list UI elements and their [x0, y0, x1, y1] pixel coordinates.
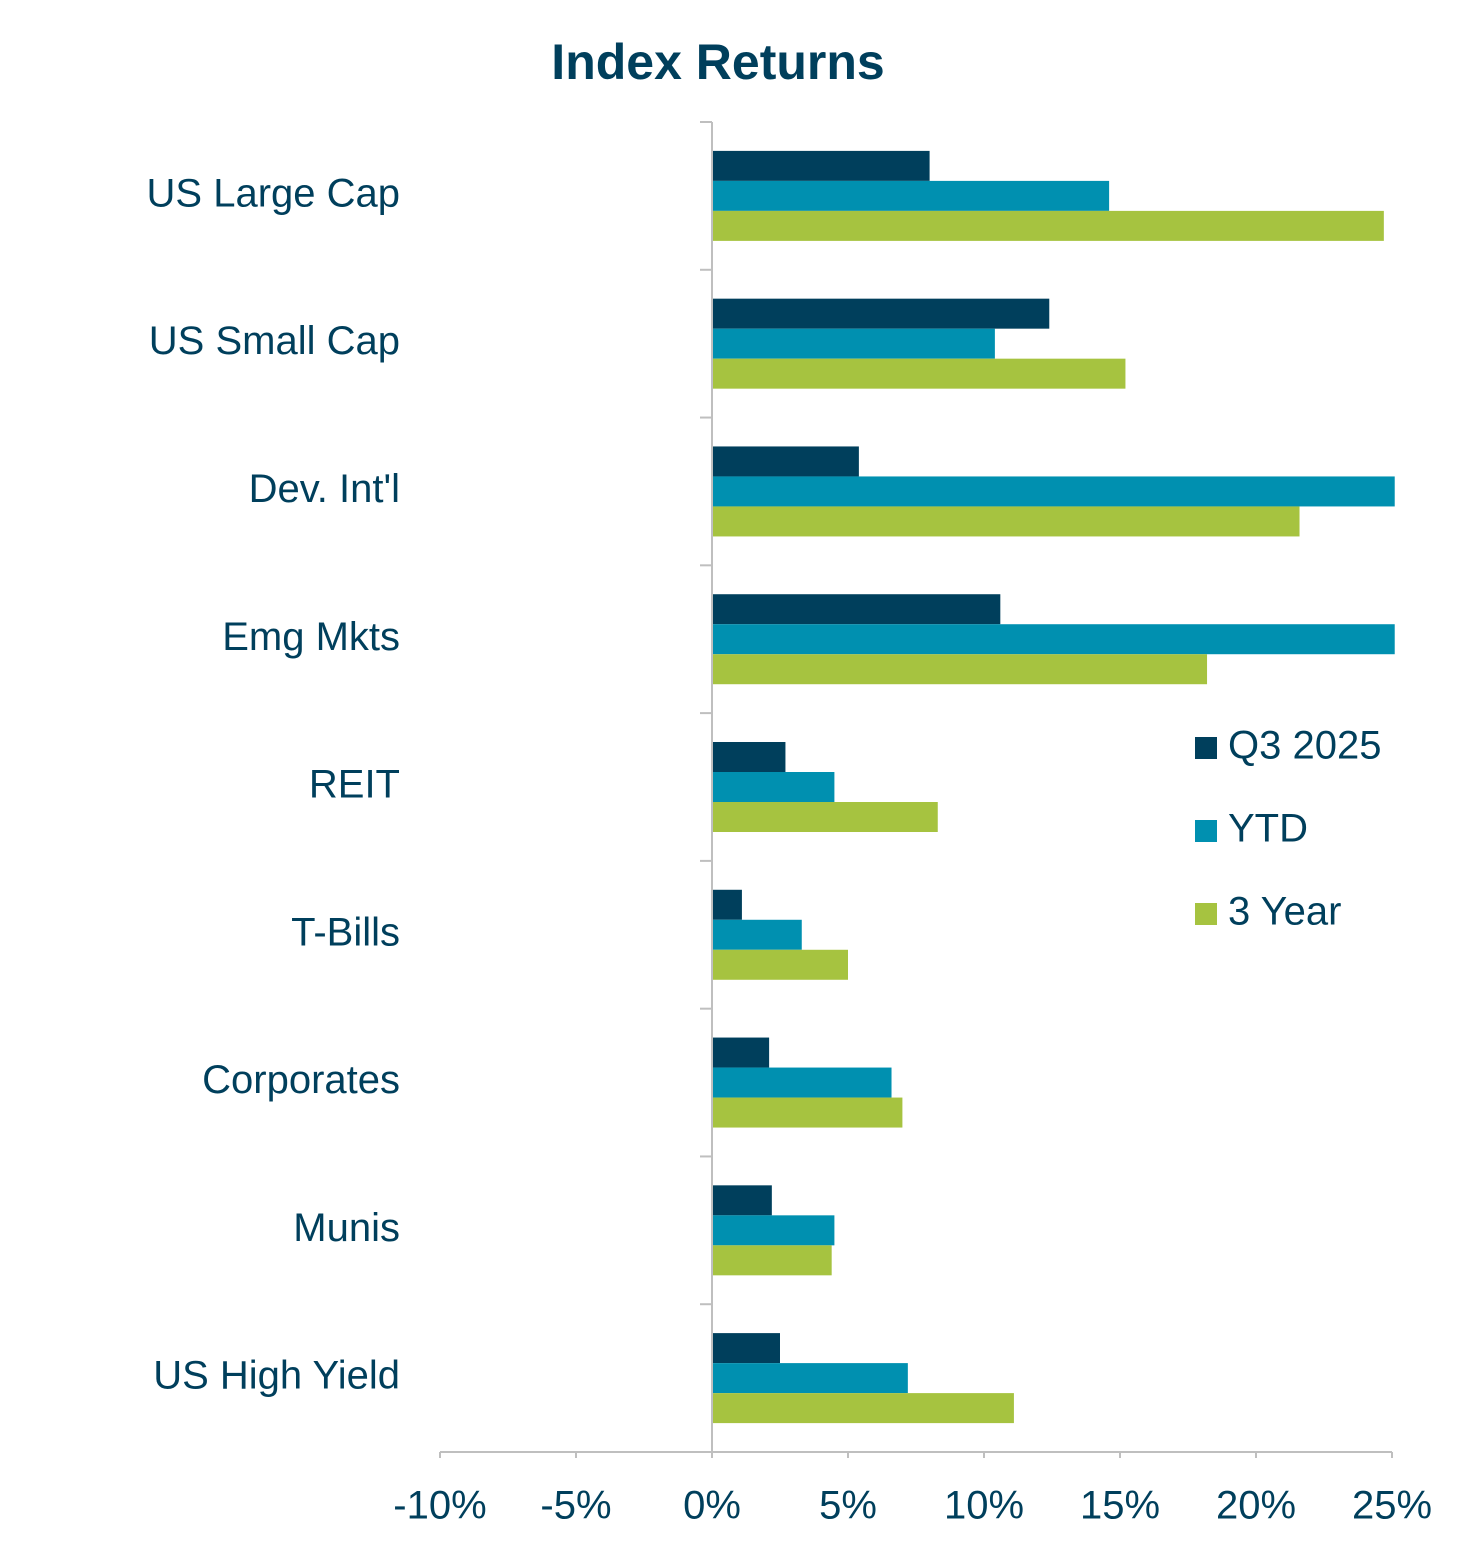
- bar: [712, 298, 1050, 329]
- y-tick-label: Emg Mkts: [222, 615, 400, 659]
- bar: [712, 802, 938, 832]
- x-tick-label: -10%: [393, 1484, 486, 1528]
- bar: [712, 150, 930, 181]
- x-tick-label: 0%: [683, 1484, 741, 1528]
- bar: [712, 772, 835, 802]
- x-tick-label: 5%: [819, 1484, 877, 1528]
- legend-label: Q3 2025: [1228, 724, 1381, 768]
- y-tick-label: Dev. Int'l: [249, 467, 400, 511]
- y-tick-label: US High Yield: [153, 1354, 400, 1398]
- legend-label: 3 Year: [1228, 890, 1341, 934]
- bar: [712, 594, 1001, 625]
- bar: [712, 506, 1300, 537]
- bar: [712, 328, 995, 359]
- chart-title: Index Returns: [551, 34, 884, 90]
- y-tick-label: T-Bills: [291, 910, 400, 954]
- bar: [712, 1097, 903, 1128]
- bar: [712, 1067, 892, 1098]
- bar: [712, 446, 859, 477]
- bar: [712, 1333, 780, 1364]
- x-tick-label: 25%: [1352, 1484, 1432, 1528]
- bar: [712, 889, 742, 920]
- bar: [712, 949, 848, 980]
- x-tick-label: 10%: [944, 1484, 1024, 1528]
- bar: [712, 358, 1126, 389]
- bar: [712, 476, 1395, 507]
- bar: [712, 1363, 908, 1394]
- y-tick-label: US Small Cap: [149, 319, 400, 363]
- bar: [712, 1245, 832, 1276]
- x-tick-label: 15%: [1080, 1484, 1160, 1528]
- bar: [712, 1037, 770, 1068]
- bar: [712, 742, 786, 772]
- bar: [712, 210, 1384, 241]
- legend-swatch: [1195, 903, 1217, 925]
- bar: [712, 654, 1208, 685]
- legend-swatch: [1195, 737, 1217, 759]
- y-tick-label: Munis: [293, 1206, 400, 1250]
- legend-swatch: [1195, 820, 1217, 842]
- bar: [712, 1215, 835, 1246]
- legend-label: YTD: [1228, 807, 1308, 851]
- x-tick-label: -5%: [540, 1484, 611, 1528]
- y-tick-label: Corporates: [202, 1058, 400, 1102]
- x-tick-label: 20%: [1216, 1484, 1296, 1528]
- bar: [712, 1393, 1014, 1424]
- bar: [712, 1185, 772, 1216]
- bar: [712, 180, 1110, 211]
- bar: [712, 624, 1395, 655]
- y-tick-label: REIT: [309, 763, 400, 807]
- y-tick-label: US Large Cap: [147, 171, 400, 215]
- bar: [712, 919, 802, 950]
